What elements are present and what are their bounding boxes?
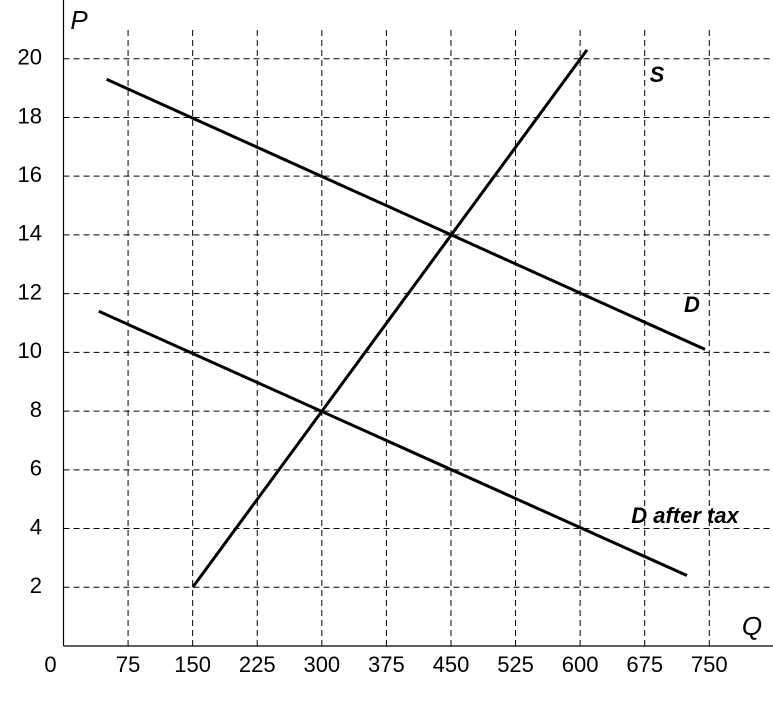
y-tick-label: 8 (30, 397, 42, 422)
series-label: D (684, 292, 700, 317)
y-tick-label: 10 (18, 338, 42, 363)
x-tick-label: 75 (116, 652, 140, 677)
x-tick-label: 225 (239, 652, 276, 677)
x-tick-label: 0 (44, 652, 56, 677)
y-tick-label: 6 (30, 456, 42, 481)
series-label: S (650, 62, 665, 87)
x-tick-label: 675 (626, 652, 663, 677)
y-axis-label: P (70, 5, 88, 35)
x-tick-label: 300 (303, 652, 340, 677)
series-line (98, 309, 688, 577)
y-tick-label: 18 (18, 103, 42, 128)
series-label: D after tax (631, 503, 739, 528)
x-tick-label: 525 (497, 652, 534, 677)
x-axis-label: Q (742, 611, 762, 641)
x-tick-label: 600 (562, 652, 599, 677)
y-tick-label: 20 (18, 45, 42, 70)
series-line (105, 77, 706, 351)
x-tick-label: 150 (174, 652, 211, 677)
x-tick-label: 750 (691, 652, 728, 677)
series-line (191, 49, 589, 589)
y-tick-label: 16 (18, 162, 42, 187)
y-tick-label: 4 (30, 514, 42, 539)
x-tick-label: 375 (368, 652, 405, 677)
y-tick-label: 2 (30, 573, 42, 598)
y-tick-label: 12 (18, 279, 42, 304)
y-tick-label: 14 (18, 221, 42, 246)
x-tick-label: 450 (433, 652, 470, 677)
